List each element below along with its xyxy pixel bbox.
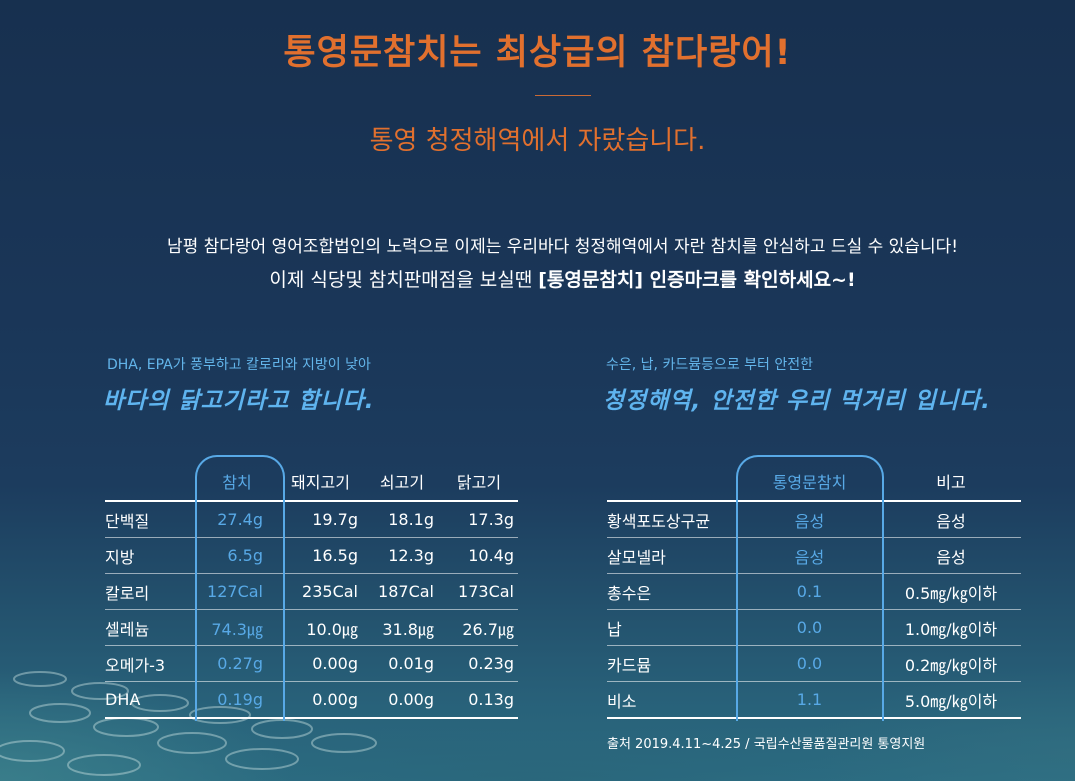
- row-label: 칼로리: [105, 573, 197, 610]
- safety-header-reference: 비고: [881, 462, 1021, 502]
- chicken-value: 17.3g: [440, 501, 518, 538]
- pork-value: 16.5g: [277, 537, 364, 574]
- row-label: 지방: [105, 537, 197, 574]
- pork-value: 19.7g: [277, 501, 364, 538]
- table-row: DHA 0.19g 0.00g 0.00g 0.13g: [105, 681, 518, 719]
- reference-value: 음성: [881, 501, 1021, 538]
- test-item: 총수은: [607, 573, 738, 610]
- intro-line-1: 남평 참다랑어 영어조합법인의 노력으로 이제는 우리바다 청정해역에서 자란 …: [166, 237, 959, 257]
- reference-value: 1.0㎎/㎏이하: [881, 609, 1021, 646]
- nutrition-header-beef: 쇠고기: [364, 462, 440, 502]
- beef-value: 0.01g: [364, 645, 440, 682]
- row-label: 셀레늄: [105, 609, 197, 646]
- nutrition-table: 참치 돼지고기 쇠고기 닭고기 단백질 27.4g 19.7g 18.1g 17…: [105, 462, 518, 719]
- chicken-value: 0.13g: [440, 681, 518, 719]
- nutrition-caption: DHA, EPA가 풍부하고 칼로리와 지방이 낮아: [107, 357, 371, 373]
- nutrition-header-tuna: 참치: [197, 462, 277, 502]
- data-source-note: 출처 2019.4.11~4.25 / 국립수산물품질관리원 통영지원: [607, 737, 926, 752]
- pork-value: 10.0㎍: [277, 609, 364, 646]
- safety-table: 통영문참치 비고 황색포도상구균 음성 음성 살모넬라 음성 음성 총수은 0.…: [607, 462, 1021, 719]
- test-item: 살모넬라: [607, 537, 738, 574]
- beef-value: 0.00g: [364, 681, 440, 719]
- pork-value: 0.00g: [277, 681, 364, 719]
- pork-value: 0.00g: [277, 645, 364, 682]
- table-row: 총수은 0.1 0.5㎎/㎏이하: [607, 573, 1021, 610]
- certification-mark-notice: [통영문참치] 인증마크를 확인하세요~!: [538, 269, 856, 291]
- test-item: 카드뮴: [607, 645, 738, 682]
- page-title: 통영문참치는 최상급의 참다랑어!: [283, 33, 792, 73]
- intro-line-2-text: 이제 식당및 참치판매점을 보실땐: [269, 269, 539, 291]
- tuna-value: 6.5g: [197, 537, 277, 574]
- table-row: 오메가-3 0.27g 0.00g 0.01g 0.23g: [105, 645, 518, 682]
- test-result: 음성: [738, 501, 881, 538]
- safety-header-tuna: 통영문참치: [738, 462, 881, 502]
- reference-value: 0.2㎎/㎏이하: [881, 645, 1021, 682]
- reference-value: 0.5㎎/㎏이하: [881, 573, 1021, 610]
- test-result: 0.0: [738, 609, 881, 646]
- intro-line-2: 이제 식당및 참치판매점을 보실땐 [통영문참치] 인증마크를 확인하세요~!: [0, 265, 1075, 292]
- title-divider: [535, 95, 591, 96]
- nutrition-header-row: 참치 돼지고기 쇠고기 닭고기: [105, 462, 518, 502]
- tuna-value: 127Cal: [197, 573, 277, 610]
- table-row: 살모넬라 음성 음성: [607, 537, 1021, 574]
- beef-value: 12.3g: [364, 537, 440, 574]
- beef-value: 18.1g: [364, 501, 440, 538]
- tuna-value: 0.27g: [197, 645, 277, 682]
- test-item: 비소: [607, 681, 738, 719]
- row-label: 오메가-3: [105, 645, 197, 682]
- beef-value: 187Cal: [364, 573, 440, 610]
- safety-headline: 청정해역, 안전한 우리 먹거리 입니다.: [603, 388, 991, 414]
- safety-header-blank: [607, 462, 738, 502]
- table-row: 단백질 27.4g 19.7g 18.1g 17.3g: [105, 501, 518, 538]
- row-label: 단백질: [105, 501, 197, 538]
- test-result: 음성: [738, 537, 881, 574]
- nutrition-header-chicken: 닭고기: [440, 462, 518, 502]
- table-row: 셀레늄 74.3㎍ 10.0㎍ 31.8㎍ 26.7㎍: [105, 609, 518, 646]
- table-row: 지방 6.5g 16.5g 12.3g 10.4g: [105, 537, 518, 574]
- nutrition-header-blank: [105, 462, 197, 502]
- table-row: 납 0.0 1.0㎎/㎏이하: [607, 609, 1021, 646]
- table-row: 칼로리 127Cal 235Cal 187Cal 173Cal: [105, 573, 518, 610]
- table-row: 카드뮴 0.0 0.2㎎/㎏이하: [607, 645, 1021, 682]
- pork-value: 235Cal: [277, 573, 364, 610]
- beef-value: 31.8㎍: [364, 609, 440, 646]
- reference-value: 음성: [881, 537, 1021, 574]
- chicken-value: 173Cal: [440, 573, 518, 610]
- test-result: 1.1: [738, 681, 881, 719]
- table-row: 비소 1.1 5.0㎎/㎏이하: [607, 681, 1021, 719]
- test-item: 황색포도상구균: [607, 501, 738, 538]
- nutrition-headline: 바다의 닭고기라고 합니다.: [103, 388, 375, 414]
- nutrition-header-pork: 돼지고기: [277, 462, 364, 502]
- chicken-value: 10.4g: [440, 537, 518, 574]
- tuna-value: 27.4g: [197, 501, 277, 538]
- test-result: 0.0: [738, 645, 881, 682]
- reference-value: 5.0㎎/㎏이하: [881, 681, 1021, 719]
- safety-caption: 수은, 납, 카드뮴등으로 부터 안전한: [606, 357, 814, 373]
- safety-header-row: 통영문참치 비고: [607, 462, 1021, 502]
- tuna-value: 74.3㎍: [197, 609, 277, 646]
- test-result: 0.1: [738, 573, 881, 610]
- test-item: 납: [607, 609, 738, 646]
- chicken-value: 26.7㎍: [440, 609, 518, 646]
- tuna-value: 0.19g: [197, 681, 277, 719]
- page-subtitle: 통영 청정해역에서 자랐습니다.: [369, 126, 706, 156]
- chicken-value: 0.23g: [440, 645, 518, 682]
- row-label: DHA: [105, 681, 197, 719]
- table-row: 황색포도상구균 음성 음성: [607, 501, 1021, 538]
